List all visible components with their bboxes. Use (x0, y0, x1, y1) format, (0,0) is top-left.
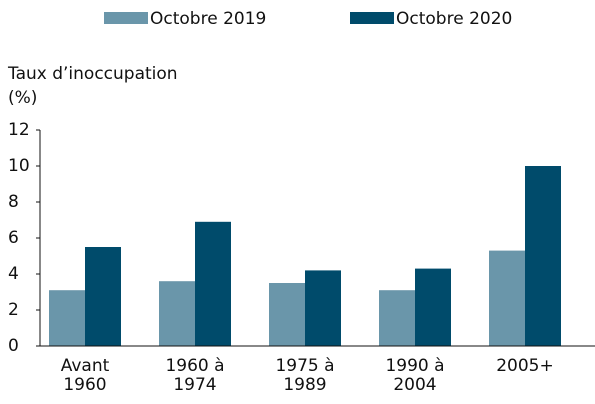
bar (195, 221, 231, 346)
bar (159, 281, 195, 346)
bar (489, 250, 525, 346)
y-tick-label: 12 (8, 120, 30, 140)
bar (85, 247, 121, 346)
legend-label: Octobre 2019 (150, 9, 266, 29)
y-tick-label: 8 (8, 192, 19, 212)
bar (49, 290, 85, 346)
x-tick-label: 2005+ (496, 356, 554, 376)
x-tick-label: 1975 à 1989 (275, 356, 334, 395)
x-tick-label: 1960 à 1974 (165, 356, 224, 395)
y-tick-label: 6 (8, 228, 19, 248)
y-tick-label: 0 (8, 336, 19, 356)
y-tick-label: 4 (8, 264, 19, 284)
legend-label: Octobre 2020 (396, 9, 512, 29)
y-tick-label: 10 (8, 156, 30, 176)
bar (379, 290, 415, 346)
y-tick-label: 2 (8, 300, 19, 320)
bar (415, 268, 451, 346)
bar (269, 283, 305, 346)
y-axis-label: Taux d’inoccupation (%) (7, 64, 178, 108)
bar (525, 166, 561, 346)
legend-swatch (350, 12, 394, 24)
legend-swatch (104, 12, 148, 24)
x-tick-label: Avant 1960 (61, 356, 110, 395)
bar (305, 270, 341, 346)
x-tick-label: 1990 à 2004 (385, 356, 444, 395)
